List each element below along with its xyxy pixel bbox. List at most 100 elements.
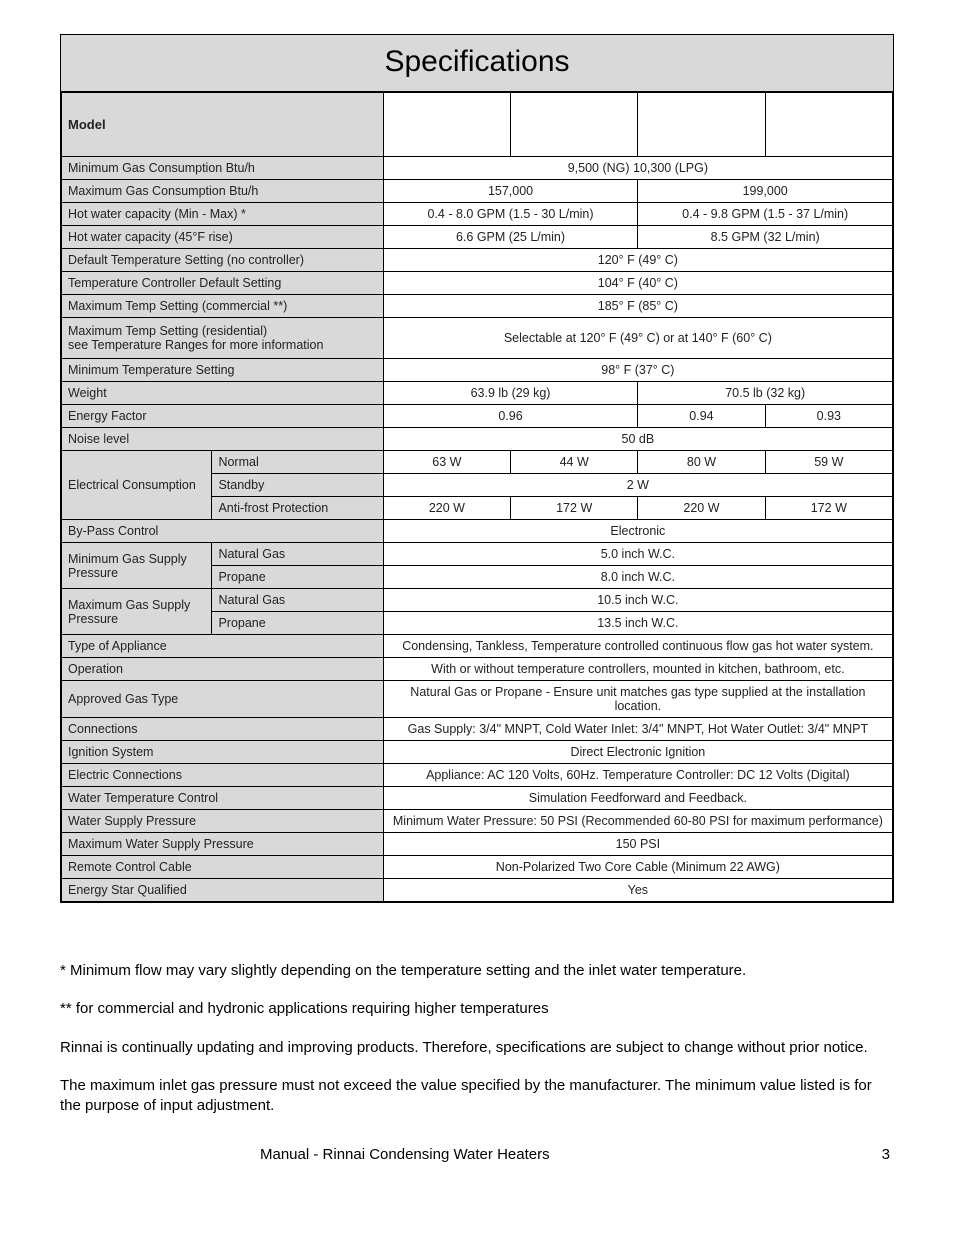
cell-value: Condensing, Tankless, Temperature contro… bbox=[383, 635, 892, 658]
sub-label: Natural Gas bbox=[212, 543, 383, 566]
cell-value: 0.94 bbox=[638, 405, 765, 428]
cell-value: Appliance: AC 120 Volts, 60Hz. Temperatu… bbox=[383, 764, 892, 787]
spec-table: Model Minimum Gas Consumption Btu/h 9,50… bbox=[61, 92, 893, 902]
model-col-1 bbox=[383, 93, 510, 157]
footnote-2: ** for commercial and hydronic applicati… bbox=[60, 999, 894, 1019]
sub-label: Propane bbox=[212, 566, 383, 589]
table-row: Noise level 50 dB bbox=[62, 428, 893, 451]
model-col-4 bbox=[765, 93, 892, 157]
row-label: Operation bbox=[62, 658, 384, 681]
sub-label: Standby bbox=[212, 474, 383, 497]
cell-value: 172 W bbox=[511, 497, 638, 520]
row-label: Remote Control Cable bbox=[62, 856, 384, 879]
cell-value: 157,000 bbox=[383, 180, 638, 203]
cell-value: 0.4 - 9.8 GPM (1.5 - 37 L/min) bbox=[638, 203, 893, 226]
row-label: Connections bbox=[62, 718, 384, 741]
table-row: Operation With or without temperature co… bbox=[62, 658, 893, 681]
row-label: Water Supply Pressure bbox=[62, 810, 384, 833]
row-label: Water Temperature Control bbox=[62, 787, 384, 810]
model-col-2 bbox=[511, 93, 638, 157]
table-row: Water Temperature Control Simulation Fee… bbox=[62, 787, 893, 810]
cell-value: 8.0 inch W.C. bbox=[383, 566, 892, 589]
cell-value: Direct Electronic Ignition bbox=[383, 741, 892, 764]
row-label: Minimum Gas Consumption Btu/h bbox=[62, 157, 384, 180]
table-row: Default Temperature Setting (no controll… bbox=[62, 249, 893, 272]
row-label: Minimum Temperature Setting bbox=[62, 359, 384, 382]
cell-value: 10.5 inch W.C. bbox=[383, 589, 892, 612]
table-row: Maximum Temp Setting (residential) see T… bbox=[62, 318, 893, 359]
cell-value: 120° F (49° C) bbox=[383, 249, 892, 272]
page-container: Specifications Model Minimum Gas Consump… bbox=[0, 0, 954, 1193]
row-label: Maximum Temp Setting (residential) see T… bbox=[62, 318, 384, 359]
table-row: Approved Gas Type Natural Gas or Propane… bbox=[62, 681, 893, 718]
table-row: Minimum Gas Supply Pressure Natural Gas … bbox=[62, 543, 893, 566]
table-row: Ignition System Direct Electronic Igniti… bbox=[62, 741, 893, 764]
model-col-3 bbox=[638, 93, 765, 157]
table-row: Minimum Gas Consumption Btu/h 9,500 (NG)… bbox=[62, 157, 893, 180]
footnote-4: The maximum inlet gas pressure must not … bbox=[60, 1076, 894, 1117]
table-row: Weight 63.9 lb (29 kg) 70.5 lb (32 kg) bbox=[62, 382, 893, 405]
cell-value: 199,000 bbox=[638, 180, 893, 203]
footnotes: * Minimum flow may vary slightly dependi… bbox=[60, 961, 894, 1116]
table-row: Energy Star Qualified Yes bbox=[62, 879, 893, 902]
table-row: Maximum Temp Setting (commercial **) 185… bbox=[62, 295, 893, 318]
cell-value: 63.9 lb (29 kg) bbox=[383, 382, 638, 405]
footer-page-number: 3 bbox=[882, 1146, 890, 1163]
sub-label: Natural Gas bbox=[212, 589, 383, 612]
row-label: Electric Connections bbox=[62, 764, 384, 787]
row-label-group: Minimum Gas Supply Pressure bbox=[62, 543, 212, 589]
table-row: Type of Appliance Condensing, Tankless, … bbox=[62, 635, 893, 658]
table-row: Maximum Water Supply Pressure 150 PSI bbox=[62, 833, 893, 856]
cell-value: Non-Polarized Two Core Cable (Minimum 22… bbox=[383, 856, 892, 879]
cell-value: 70.5 lb (32 kg) bbox=[638, 382, 893, 405]
page-footer: Manual - Rinnai Condensing Water Heaters… bbox=[60, 1146, 894, 1163]
cell-value: 2 W bbox=[383, 474, 892, 497]
cell-value: Electronic bbox=[383, 520, 892, 543]
row-label-group: Electrical Consumption bbox=[62, 451, 212, 520]
table-row: Energy Factor 0.96 0.94 0.93 bbox=[62, 405, 893, 428]
row-label: Noise level bbox=[62, 428, 384, 451]
cell-value: With or without temperature controllers,… bbox=[383, 658, 892, 681]
cell-value: 220 W bbox=[383, 497, 510, 520]
footnote-3: Rinnai is continually updating and impro… bbox=[60, 1038, 894, 1058]
cell-value: 98° F (37° C) bbox=[383, 359, 892, 382]
table-row: Hot water capacity (Min - Max) * 0.4 - 8… bbox=[62, 203, 893, 226]
cell-value: 5.0 inch W.C. bbox=[383, 543, 892, 566]
sub-label: Normal bbox=[212, 451, 383, 474]
cell-value: 0.93 bbox=[765, 405, 892, 428]
cell-value: 8.5 GPM (32 L/min) bbox=[638, 226, 893, 249]
cell-value: 63 W bbox=[383, 451, 510, 474]
table-row: By-Pass Control Electronic bbox=[62, 520, 893, 543]
cell-value: 0.4 - 8.0 GPM (1.5 - 30 L/min) bbox=[383, 203, 638, 226]
row-label-group: Maximum Gas Supply Pressure bbox=[62, 589, 212, 635]
row-label: Weight bbox=[62, 382, 384, 405]
cell-value: Natural Gas or Propane - Ensure unit mat… bbox=[383, 681, 892, 718]
footnote-1: * Minimum flow may vary slightly dependi… bbox=[60, 961, 894, 981]
table-row: Maximum Gas Consumption Btu/h 157,000 19… bbox=[62, 180, 893, 203]
row-label: Energy Factor bbox=[62, 405, 384, 428]
table-row: Water Supply Pressure Minimum Water Pres… bbox=[62, 810, 893, 833]
cell-value: 220 W bbox=[638, 497, 765, 520]
row-label: Hot water capacity (45°F rise) bbox=[62, 226, 384, 249]
cell-value: 172 W bbox=[765, 497, 892, 520]
row-label: Default Temperature Setting (no controll… bbox=[62, 249, 384, 272]
cell-value: 6.6 GPM (25 L/min) bbox=[383, 226, 638, 249]
row-label: Ignition System bbox=[62, 741, 384, 764]
cell-value: 185° F (85° C) bbox=[383, 295, 892, 318]
table-row: Electric Connections Appliance: AC 120 V… bbox=[62, 764, 893, 787]
table-row: Remote Control Cable Non-Polarized Two C… bbox=[62, 856, 893, 879]
cell-value: 150 PSI bbox=[383, 833, 892, 856]
cell-value: 44 W bbox=[511, 451, 638, 474]
row-label: Energy Star Qualified bbox=[62, 879, 384, 902]
row-label: Type of Appliance bbox=[62, 635, 384, 658]
sub-label: Propane bbox=[212, 612, 383, 635]
table-row: Maximum Gas Supply Pressure Natural Gas … bbox=[62, 589, 893, 612]
row-label: Maximum Temp Setting (commercial **) bbox=[62, 295, 384, 318]
row-label: Temperature Controller Default Setting bbox=[62, 272, 384, 295]
cell-value: Selectable at 120° F (49° C) or at 140° … bbox=[383, 318, 892, 359]
sub-label: Anti-frost Protection bbox=[212, 497, 383, 520]
cell-value: 50 dB bbox=[383, 428, 892, 451]
table-row: Electrical Consumption Normal 63 W 44 W … bbox=[62, 451, 893, 474]
page-title: Specifications bbox=[61, 35, 893, 92]
cell-value: 104° F (40° C) bbox=[383, 272, 892, 295]
